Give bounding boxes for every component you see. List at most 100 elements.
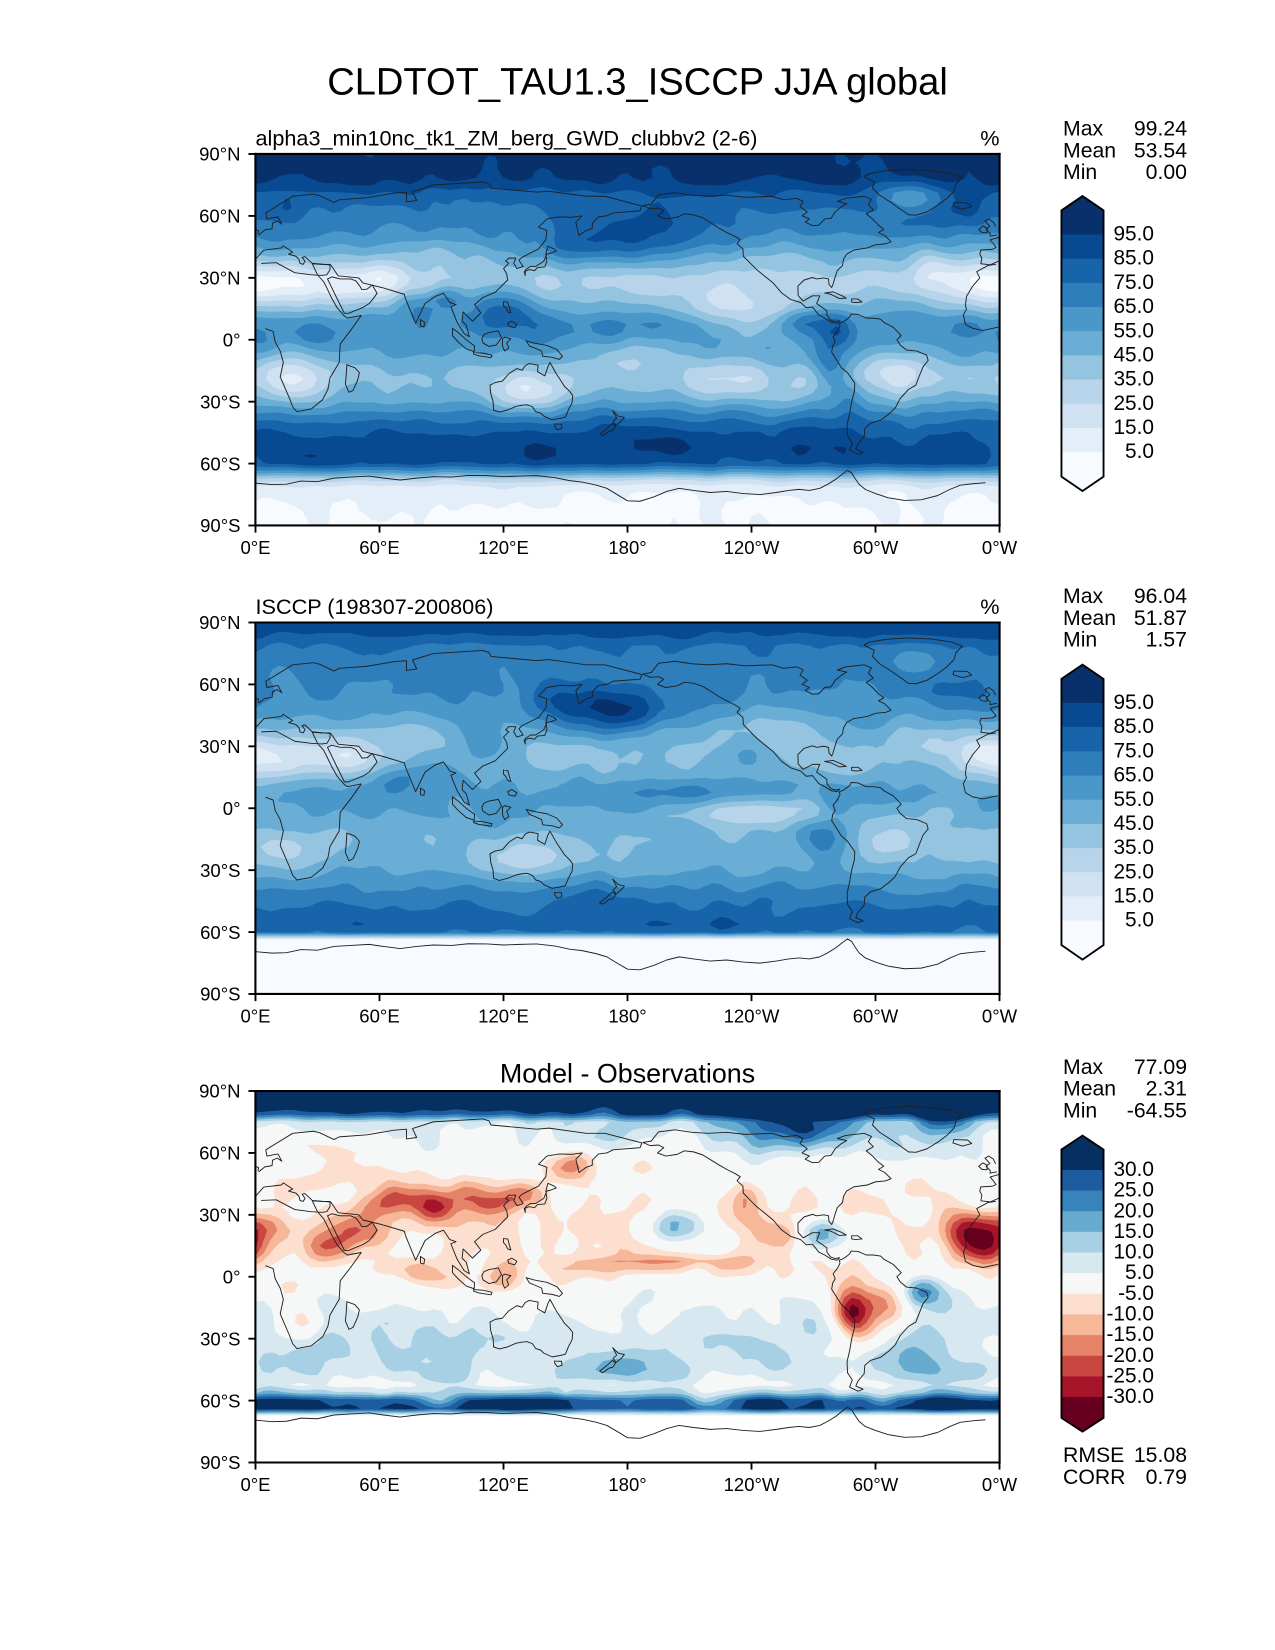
svg-text:0°E: 0°E [240, 537, 270, 558]
svg-text:Model - Observations: Model - Observations [500, 1059, 755, 1089]
svg-text:0°: 0° [223, 1266, 241, 1287]
svg-text:75.0: 75.0 [1113, 271, 1154, 294]
svg-text:90°S: 90°S [200, 1452, 240, 1473]
svg-text:120°W: 120°W [724, 537, 780, 558]
svg-text:180°: 180° [608, 1474, 646, 1495]
svg-text:ISCCP (198307-200806): ISCCP (198307-200806) [256, 594, 494, 619]
svg-text:60°S: 60°S [200, 453, 240, 474]
svg-text:%: % [980, 594, 999, 619]
svg-text:0°W: 0°W [982, 1005, 1018, 1026]
svg-text:60°E: 60°E [359, 1474, 399, 1495]
svg-text:5.0: 5.0 [1125, 440, 1154, 463]
svg-text:90°S: 90°S [200, 984, 240, 1005]
svg-text:-20.0: -20.0 [1107, 1344, 1154, 1367]
svg-text:120°E: 120°E [478, 537, 529, 558]
svg-text:0°E: 0°E [240, 1474, 270, 1495]
svg-text:30°N: 30°N [199, 736, 240, 757]
svg-text:0°W: 0°W [982, 537, 1018, 558]
svg-text:120°E: 120°E [478, 1474, 529, 1495]
svg-text:60°S: 60°S [200, 922, 240, 943]
svg-text:45.0: 45.0 [1113, 812, 1154, 835]
svg-text:180°: 180° [608, 537, 646, 558]
svg-text:Min: Min [1063, 160, 1097, 184]
svg-text:2.31: 2.31 [1146, 1077, 1187, 1101]
svg-text:120°E: 120°E [478, 1005, 529, 1026]
svg-text:51.87: 51.87 [1134, 606, 1187, 630]
svg-text:180°: 180° [608, 1005, 646, 1026]
svg-text:alpha3_min10nc_tk1_ZM_berg_GWD: alpha3_min10nc_tk1_ZM_berg_GWD_clubbv2 (… [256, 126, 758, 151]
svg-text:55.0: 55.0 [1113, 319, 1154, 342]
svg-text:RMSE: RMSE [1063, 1443, 1124, 1467]
svg-text:30°S: 30°S [200, 1328, 240, 1349]
svg-text:15.08: 15.08 [1134, 1443, 1187, 1467]
svg-text:60°W: 60°W [853, 537, 899, 558]
svg-text:25.0: 25.0 [1113, 392, 1154, 415]
svg-text:-15.0: -15.0 [1107, 1323, 1154, 1346]
svg-text:1.57: 1.57 [1146, 628, 1187, 652]
svg-text:30°N: 30°N [199, 268, 240, 289]
svg-text:65.0: 65.0 [1113, 295, 1154, 318]
svg-text:99.24: 99.24 [1134, 117, 1187, 141]
svg-text:Mean: Mean [1063, 1077, 1116, 1101]
svg-text:77.09: 77.09 [1134, 1055, 1187, 1079]
svg-text:60°N: 60°N [199, 674, 240, 695]
svg-text:CORR: CORR [1063, 1465, 1126, 1489]
svg-text:35.0: 35.0 [1113, 368, 1154, 391]
svg-text:CLDTOT_TAU1.3_ISCCP JJA global: CLDTOT_TAU1.3_ISCCP JJA global [327, 60, 948, 103]
svg-text:15.0: 15.0 [1113, 1220, 1154, 1243]
svg-text:75.0: 75.0 [1113, 739, 1154, 762]
svg-text:90°N: 90°N [199, 612, 240, 633]
svg-text:Min: Min [1063, 1099, 1097, 1123]
svg-text:%: % [980, 126, 999, 151]
svg-text:0.79: 0.79 [1146, 1465, 1187, 1489]
svg-text:85.0: 85.0 [1113, 247, 1154, 270]
svg-text:90°S: 90°S [200, 515, 240, 536]
svg-text:0°E: 0°E [240, 1005, 270, 1026]
svg-text:Mean: Mean [1063, 606, 1116, 630]
svg-text:5.0: 5.0 [1125, 909, 1154, 932]
svg-text:55.0: 55.0 [1113, 788, 1154, 811]
svg-text:60°N: 60°N [199, 206, 240, 227]
svg-text:-25.0: -25.0 [1107, 1364, 1154, 1387]
svg-text:30°N: 30°N [199, 1205, 240, 1226]
svg-text:Max: Max [1063, 1055, 1103, 1079]
svg-text:30°S: 30°S [200, 860, 240, 881]
svg-text:0°: 0° [223, 329, 241, 350]
svg-text:60°E: 60°E [359, 1005, 399, 1026]
svg-text:Mean: Mean [1063, 138, 1116, 162]
svg-text:Max: Max [1063, 117, 1103, 141]
svg-text:60°W: 60°W [853, 1474, 899, 1495]
svg-text:120°W: 120°W [724, 1005, 780, 1026]
svg-text:85.0: 85.0 [1113, 715, 1154, 738]
svg-text:15.0: 15.0 [1113, 416, 1154, 439]
svg-text:-5.0: -5.0 [1118, 1282, 1154, 1305]
svg-text:-10.0: -10.0 [1107, 1303, 1154, 1326]
svg-text:5.0: 5.0 [1125, 1261, 1154, 1284]
svg-text:96.04: 96.04 [1134, 584, 1187, 608]
svg-text:30.0: 30.0 [1113, 1158, 1154, 1181]
svg-text:95.0: 95.0 [1113, 223, 1154, 246]
svg-text:60°E: 60°E [359, 537, 399, 558]
svg-text:0°: 0° [223, 798, 241, 819]
svg-text:10.0: 10.0 [1113, 1241, 1154, 1264]
svg-text:30°S: 30°S [200, 391, 240, 412]
svg-text:15.0: 15.0 [1113, 885, 1154, 908]
svg-text:Min: Min [1063, 628, 1097, 652]
svg-text:60°W: 60°W [853, 1005, 899, 1026]
svg-text:35.0: 35.0 [1113, 836, 1154, 859]
svg-text:20.0: 20.0 [1113, 1199, 1154, 1222]
svg-text:-64.55: -64.55 [1127, 1099, 1187, 1123]
svg-text:60°N: 60°N [199, 1143, 240, 1164]
svg-text:60°S: 60°S [200, 1390, 240, 1411]
svg-text:90°N: 90°N [199, 144, 240, 165]
svg-text:Max: Max [1063, 584, 1103, 608]
svg-text:45.0: 45.0 [1113, 343, 1154, 366]
svg-text:65.0: 65.0 [1113, 764, 1154, 787]
svg-text:-30.0: -30.0 [1107, 1385, 1154, 1408]
svg-text:0°W: 0°W [982, 1474, 1018, 1495]
svg-text:90°N: 90°N [199, 1081, 240, 1102]
svg-text:25.0: 25.0 [1113, 1179, 1154, 1202]
svg-text:53.54: 53.54 [1134, 138, 1187, 162]
svg-text:95.0: 95.0 [1113, 691, 1154, 714]
svg-text:25.0: 25.0 [1113, 860, 1154, 883]
